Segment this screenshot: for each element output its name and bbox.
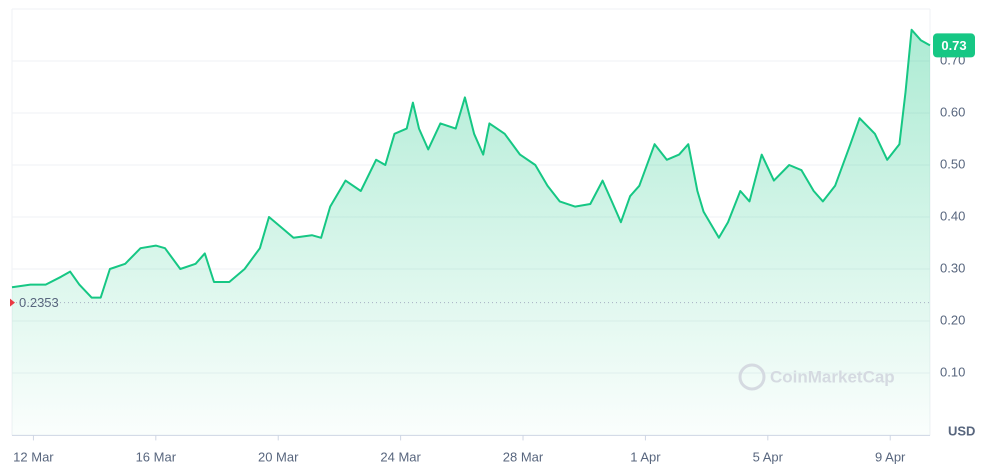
y-tick-label: 0.10 <box>940 364 965 379</box>
y-tick-label: 0.50 <box>940 156 965 171</box>
y-tick-label: 0.30 <box>940 260 965 275</box>
x-tick-label: 20 Mar <box>258 449 299 464</box>
x-tick-label: 5 Apr <box>753 449 784 464</box>
watermark-text: CoinMarketCap <box>770 367 895 386</box>
watermark: CoinMarketCap <box>738 363 895 391</box>
x-tick-label: 9 Apr <box>875 449 906 464</box>
x-tick-label: 12 Mar <box>13 449 54 464</box>
y-tick-label: 0.20 <box>940 312 965 327</box>
x-tick-label: 16 Mar <box>136 449 177 464</box>
x-tick-label: 24 Mar <box>380 449 421 464</box>
currency-label: USD <box>948 423 975 438</box>
x-tick-label: 1 Apr <box>630 449 661 464</box>
x-tick-label: 28 Mar <box>503 449 544 464</box>
y-tick-label: 0.40 <box>940 208 965 223</box>
start-price-marker <box>10 298 15 307</box>
y-tick-label: 0.60 <box>940 104 965 119</box>
watermark-logo <box>738 363 766 391</box>
last-price-label: 0.73 <box>941 38 966 53</box>
start-price-label: 0.2353 <box>19 295 59 310</box>
last-price-badge <box>933 33 975 58</box>
price-line <box>11 28 931 299</box>
area <box>12 29 930 436</box>
